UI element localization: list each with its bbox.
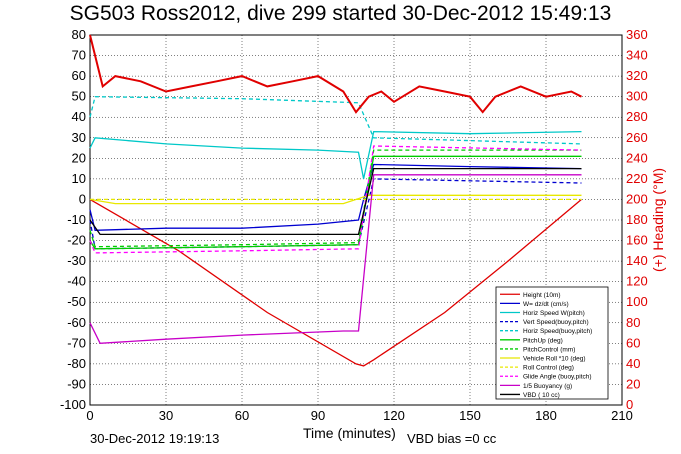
y-tick-label: 50	[72, 89, 86, 104]
legend-label: Vert Speed(buoy,pitch)	[523, 319, 589, 326]
y-right-tick-label: 300	[626, 89, 648, 104]
y-tick-label: 0	[79, 191, 86, 206]
y-right-tick-label: 220	[626, 171, 648, 186]
y-right-tick-label: 140	[626, 253, 648, 268]
series-layer	[89, 34, 582, 367]
heading-line	[89, 34, 582, 114]
y-right-tick-label: 180	[626, 212, 648, 227]
x-tick-label: 210	[611, 408, 633, 423]
x-tick-label: 30	[159, 408, 173, 423]
x-tick-label: 90	[311, 408, 325, 423]
y-right-tick-label: 80	[626, 315, 640, 330]
y-tick-label: -90	[67, 376, 86, 391]
legend-label: Roll Control (deg)	[523, 365, 574, 372]
y-tick-label: -50	[67, 294, 86, 309]
y-tick-label: -60	[67, 315, 86, 330]
y-right-tick-label: 200	[626, 191, 648, 206]
y-tick-label: -40	[67, 274, 86, 289]
y-tick-label: -10	[67, 212, 86, 227]
x-tick-label: 0	[86, 408, 93, 423]
series-line-10	[89, 174, 582, 344]
y-right-tick-label: 240	[626, 150, 648, 165]
y-tick-label: -30	[67, 253, 86, 268]
y-right-tick-label: 0	[626, 397, 633, 412]
footer-vbd-bias: VBD bias =0 cc	[407, 431, 497, 446]
y-right-tick-label: 60	[626, 335, 640, 350]
y-tick-label: 80	[72, 27, 86, 42]
y-right-tick-label: 40	[626, 356, 640, 371]
y-tick-label: 40	[72, 109, 86, 124]
chart-title: SG503 Ross2012, dive 299 started 30-Dec-…	[69, 2, 612, 25]
legend-label: 1/5 Buoyancy (g)	[523, 383, 572, 390]
y-tick-label: 70	[72, 48, 86, 63]
legend-label: VBD ( 10 cc)	[523, 392, 560, 399]
legend-label: W= dz/dt (cm/s)	[523, 301, 569, 308]
x-tick-label: 180	[535, 408, 557, 423]
y-tick-label: 10	[72, 171, 86, 186]
legend-label: Height (10m)	[523, 292, 561, 299]
legend-label: PitchUp (deg)	[523, 337, 563, 344]
tick-labels: 80706050403020100-10-20-30-40-50-60-70-8…	[60, 27, 648, 423]
series-line-7	[89, 194, 582, 205]
y-tick-label: -20	[67, 233, 86, 248]
y-right-tick-label: 20	[626, 376, 640, 391]
legend-label: Horiz Speed(buoy,pitch)	[523, 328, 592, 335]
legend-label: PitchControl (mm)	[523, 346, 575, 353]
y-tick-label: -100	[60, 397, 86, 412]
y-tick-label: -80	[67, 356, 86, 371]
y-tick-label: 30	[72, 130, 86, 145]
footer-date: 30-Dec-2012 19:19:13	[90, 431, 220, 446]
y-right-tick-label: 340	[626, 48, 648, 63]
x-tick-label: 150	[459, 408, 481, 423]
y-right-tick-label: 160	[626, 233, 648, 248]
y-right-tick-label: 260	[626, 130, 648, 145]
x-tick-label: 120	[383, 408, 405, 423]
legend-label: Horiz Speed W(pitch)	[523, 310, 585, 317]
series-line-11	[89, 167, 582, 236]
y-tick-label: 20	[72, 150, 86, 165]
series-line-6	[89, 149, 582, 248]
x-tick-label: 60	[235, 408, 249, 423]
x-axis-label: Time (minutes)	[303, 425, 396, 441]
series-line-4	[89, 96, 582, 145]
legend-box	[495, 286, 609, 400]
y-tick-label: -70	[67, 335, 86, 350]
y-right-tick-label: 320	[626, 68, 648, 83]
legend-label: Vehicle Roll *10 (deg)	[523, 356, 586, 363]
y-axis-right-label: (+) Heading (°M)	[650, 168, 666, 272]
y-tick-label: 60	[72, 68, 86, 83]
y-right-tick-label: 100	[626, 294, 648, 309]
series-line-5	[89, 155, 582, 250]
legend-label: Glide Angle (buoy,pitch)	[523, 374, 592, 381]
y-right-tick-label: 280	[626, 109, 648, 124]
series-line-2	[89, 130, 582, 180]
series-line-0	[89, 198, 582, 367]
y-right-tick-label: 120	[626, 274, 648, 289]
series-line-9	[89, 145, 582, 254]
series-line-3	[89, 178, 582, 250]
legend: Height (10m) W= dz/dt (cm/s) Horiz Speed W…	[495, 286, 609, 400]
series-line-1	[89, 163, 582, 231]
y-right-tick-label: 360	[626, 27, 648, 42]
